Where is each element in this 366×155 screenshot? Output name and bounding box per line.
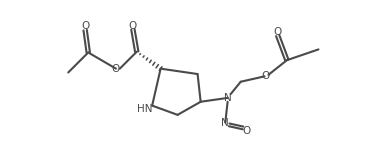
Text: N: N <box>224 93 231 103</box>
Text: O: O <box>81 21 89 31</box>
Text: O: O <box>242 126 250 136</box>
Text: O: O <box>273 27 282 37</box>
Text: N: N <box>221 117 229 128</box>
Text: O: O <box>112 64 120 74</box>
Text: O: O <box>129 20 137 31</box>
Text: HN: HN <box>137 104 152 114</box>
Text: O: O <box>261 71 269 81</box>
